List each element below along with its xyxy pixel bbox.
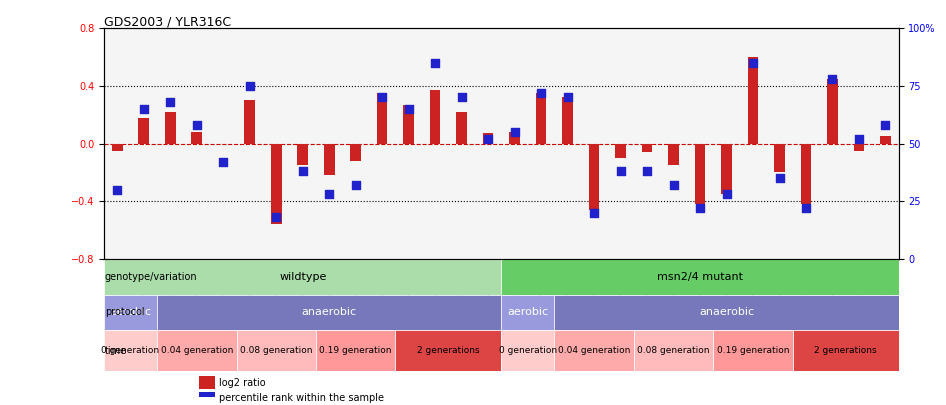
Bar <box>721 143 732 194</box>
Point <box>692 205 708 211</box>
Bar <box>694 143 706 204</box>
Bar <box>403 104 414 143</box>
FancyBboxPatch shape <box>104 330 157 371</box>
Text: protocol: protocol <box>105 307 145 318</box>
FancyBboxPatch shape <box>316 330 395 371</box>
Bar <box>165 112 176 143</box>
Bar <box>244 100 255 143</box>
Bar <box>271 143 282 224</box>
FancyBboxPatch shape <box>104 294 157 330</box>
Bar <box>200 376 216 389</box>
Bar <box>668 143 679 165</box>
Point <box>481 136 496 142</box>
Text: 0 generation: 0 generation <box>101 346 160 355</box>
Text: aerobic: aerobic <box>110 307 151 318</box>
Text: wildtype: wildtype <box>279 272 326 281</box>
Text: 0.08 generation: 0.08 generation <box>240 346 312 355</box>
Bar <box>535 93 547 143</box>
Bar <box>588 143 600 210</box>
Bar <box>880 136 891 143</box>
Bar <box>482 133 494 143</box>
Bar <box>641 143 653 152</box>
Bar <box>297 143 308 165</box>
Point <box>454 94 469 101</box>
Bar <box>191 132 202 143</box>
Point <box>772 175 787 181</box>
Point <box>242 83 257 89</box>
Text: 2 generations: 2 generations <box>417 346 480 355</box>
Bar <box>747 57 759 143</box>
Point <box>613 168 628 175</box>
Point <box>110 186 125 193</box>
Point <box>163 99 178 105</box>
Point <box>401 106 416 112</box>
Text: 0.04 generation: 0.04 generation <box>161 346 233 355</box>
FancyBboxPatch shape <box>236 330 316 371</box>
Text: msn2/4 mutant: msn2/4 mutant <box>657 272 743 281</box>
Text: percentile rank within the sample: percentile rank within the sample <box>219 393 384 403</box>
Bar <box>827 79 838 143</box>
Point <box>798 205 814 211</box>
Text: 0.08 generation: 0.08 generation <box>638 346 710 355</box>
Point <box>269 214 284 220</box>
Text: aerobic: aerobic <box>507 307 549 318</box>
FancyBboxPatch shape <box>395 330 501 371</box>
FancyBboxPatch shape <box>634 330 713 371</box>
Text: 0 generation: 0 generation <box>499 346 557 355</box>
Point <box>507 129 522 135</box>
Point <box>851 136 867 142</box>
Point <box>719 191 734 197</box>
Point <box>322 191 337 197</box>
Point <box>216 159 231 165</box>
Point <box>560 94 575 101</box>
Point <box>295 168 310 175</box>
Point <box>825 76 840 82</box>
Bar <box>456 112 467 143</box>
Bar <box>509 132 520 143</box>
Text: anaerobic: anaerobic <box>699 307 754 318</box>
FancyBboxPatch shape <box>554 294 899 330</box>
FancyBboxPatch shape <box>157 294 501 330</box>
Text: 0.04 generation: 0.04 generation <box>558 346 630 355</box>
Bar <box>350 143 361 161</box>
Point <box>878 122 893 128</box>
Point <box>348 182 363 188</box>
FancyBboxPatch shape <box>501 259 899 294</box>
Bar <box>800 143 812 204</box>
Text: 0.19 generation: 0.19 generation <box>320 346 392 355</box>
Point <box>745 60 761 66</box>
Point <box>639 168 655 175</box>
Bar <box>200 392 216 405</box>
Point <box>587 209 602 216</box>
FancyBboxPatch shape <box>793 330 899 371</box>
Bar <box>562 98 573 143</box>
FancyBboxPatch shape <box>501 294 554 330</box>
Point <box>666 182 681 188</box>
Text: time: time <box>105 346 127 356</box>
Bar <box>324 143 335 175</box>
Point <box>375 94 390 101</box>
Point <box>534 90 549 96</box>
Text: GDS2003 / YLR316C: GDS2003 / YLR316C <box>104 15 231 28</box>
Bar <box>429 90 441 143</box>
Text: log2 ratio: log2 ratio <box>219 378 266 388</box>
Bar <box>112 143 123 151</box>
Text: anaerobic: anaerobic <box>302 307 357 318</box>
Bar <box>377 93 388 143</box>
FancyBboxPatch shape <box>713 330 793 371</box>
Point <box>189 122 204 128</box>
FancyBboxPatch shape <box>501 330 554 371</box>
Point <box>428 60 443 66</box>
Bar <box>615 143 626 158</box>
FancyBboxPatch shape <box>157 330 236 371</box>
Point <box>136 106 151 112</box>
Bar <box>853 143 865 151</box>
Text: 2 generations: 2 generations <box>815 346 877 355</box>
Bar <box>774 143 785 172</box>
FancyBboxPatch shape <box>104 259 501 294</box>
FancyBboxPatch shape <box>554 330 634 371</box>
Bar <box>138 117 149 143</box>
Text: 0.19 generation: 0.19 generation <box>717 346 789 355</box>
Text: genotype/variation: genotype/variation <box>105 272 198 281</box>
